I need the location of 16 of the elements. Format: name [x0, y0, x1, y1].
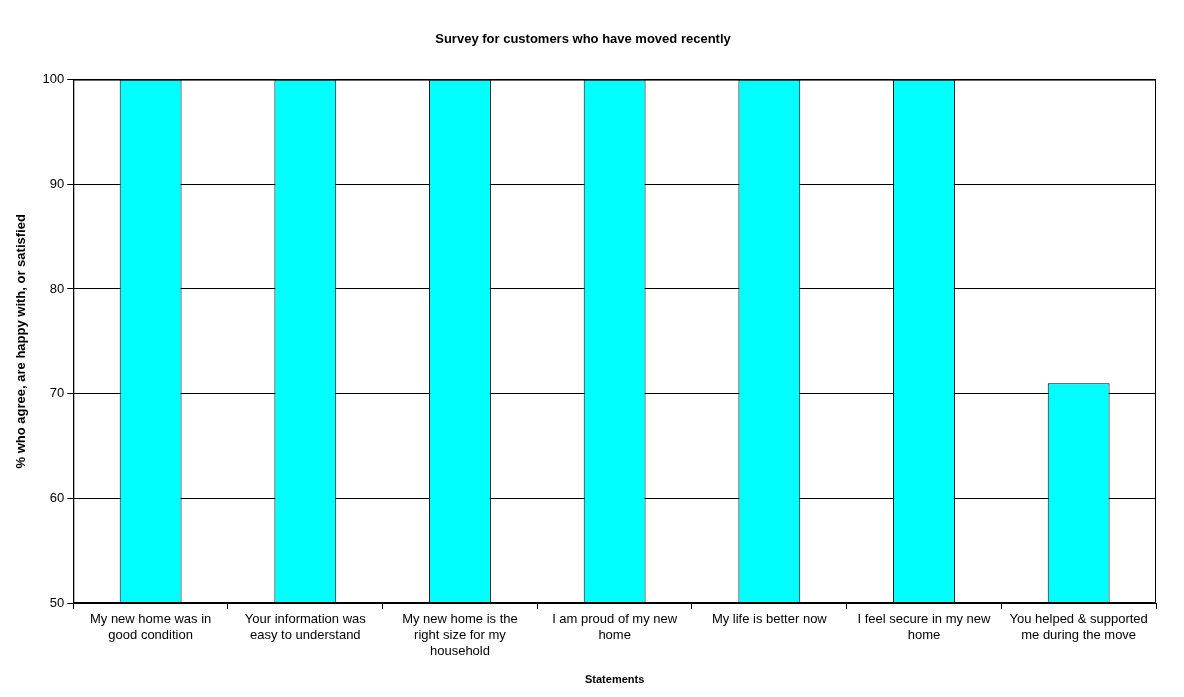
y-tick-label: 90: [49, 175, 65, 191]
x-tick-label: I feel secure in my new home: [857, 611, 992, 642]
y-axis-title: % who agree, are happy with, or satisfied: [13, 214, 29, 469]
x-tick-label: My life is better now: [711, 611, 828, 627]
y-tick-label: 80: [49, 280, 65, 296]
x-tick-label: My new home is the right size for my household: [402, 611, 518, 658]
chart-title: Survey for customers who have moved recently: [435, 31, 732, 47]
y-tick-label: 70: [49, 385, 65, 401]
x-tick-label: My new home was in good condition: [89, 611, 212, 642]
y-tick-label: 100: [42, 71, 65, 87]
x-axis-title: Statements: [585, 673, 645, 686]
x-tick-label: I am proud of my new home: [552, 611, 678, 642]
x-tick-label: You helped & supported me during the move: [1009, 611, 1148, 642]
x-tick-label: Your information was easy to understand: [244, 611, 367, 642]
y-tick-label: 50: [49, 594, 65, 610]
y-tick-label: 60: [49, 489, 65, 505]
